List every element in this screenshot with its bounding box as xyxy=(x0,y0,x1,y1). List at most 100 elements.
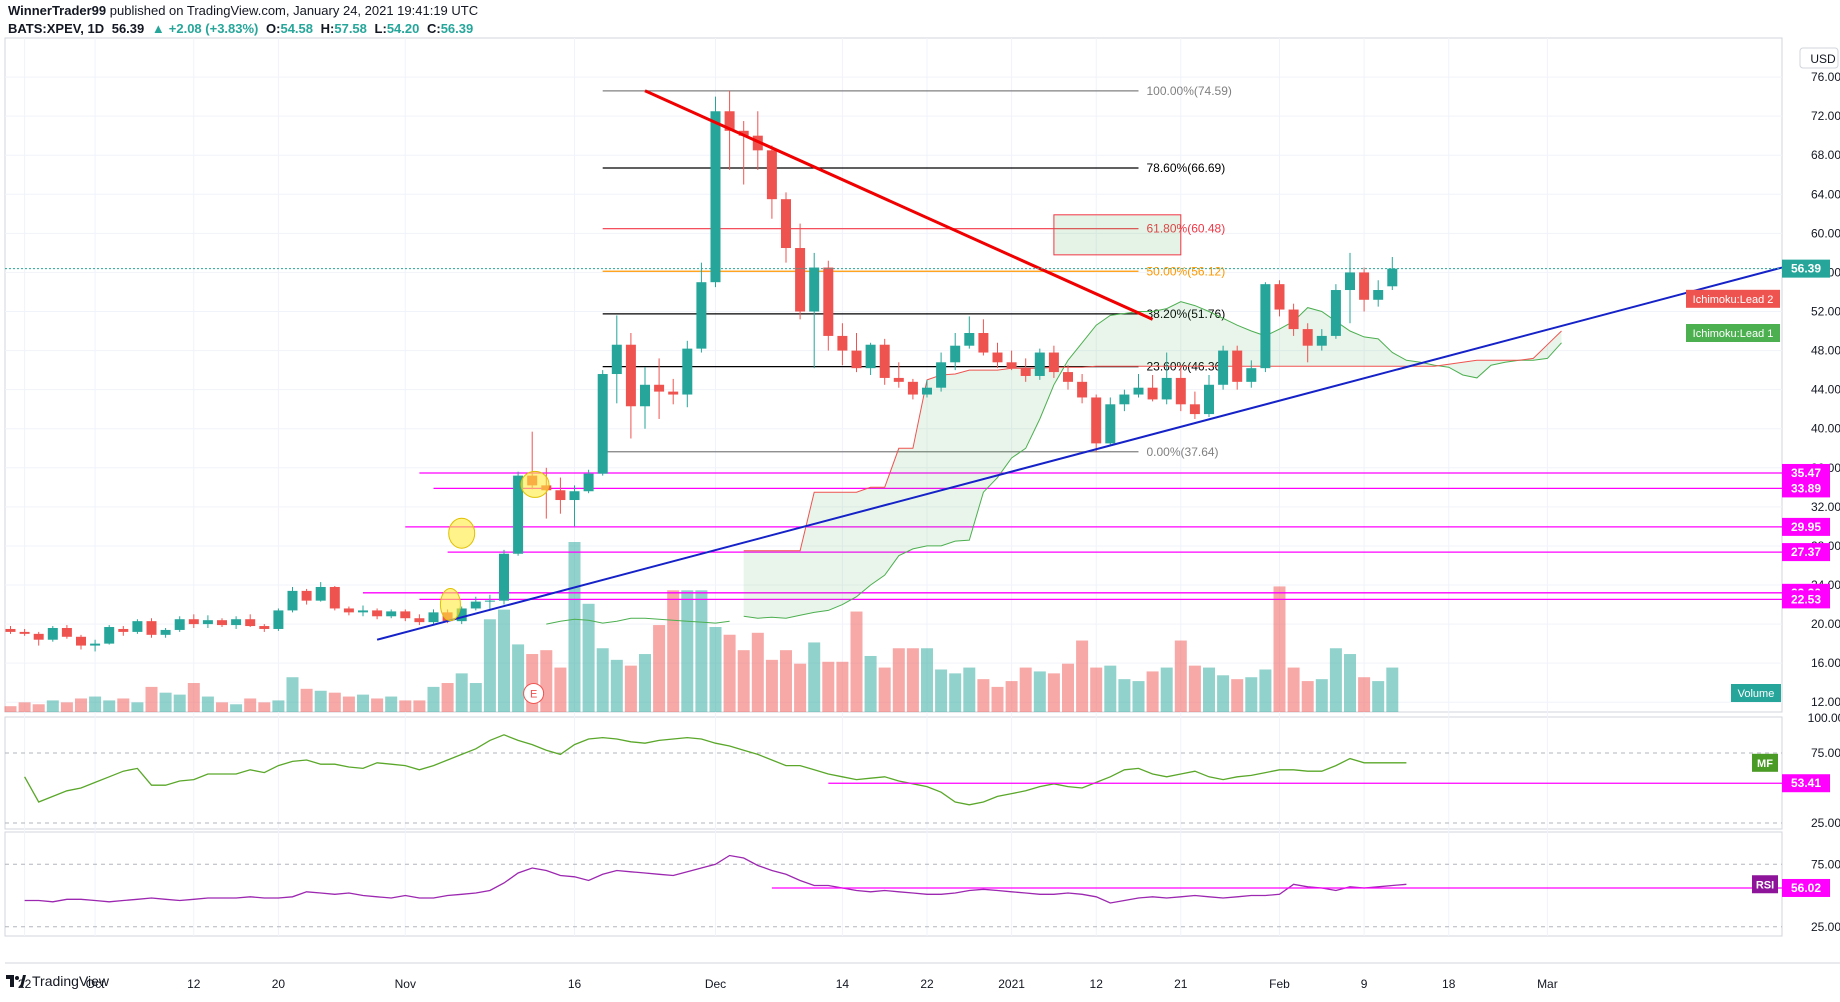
volume-bar xyxy=(60,702,73,712)
candle-body xyxy=(400,611,411,619)
candle-body xyxy=(231,619,242,626)
rsi-tick-label: 25.00 xyxy=(1811,920,1840,934)
level-price-badge xyxy=(1782,479,1830,498)
x-tick-label: 2021 xyxy=(998,977,1025,991)
volume-bar xyxy=(1358,677,1371,712)
candle-body xyxy=(1260,284,1271,369)
volume-bar xyxy=(878,667,891,712)
candle-body xyxy=(710,111,721,283)
volume-bar xyxy=(1090,667,1103,712)
volume-bar xyxy=(723,634,736,712)
volume-bar xyxy=(1231,679,1244,712)
candle-body xyxy=(682,348,693,395)
candle-body xyxy=(1175,377,1186,405)
last-price: 56.39 xyxy=(111,21,145,36)
highlight-marker xyxy=(439,588,461,622)
rsi-tick-label: 75.00 xyxy=(1811,857,1840,871)
volume-bar xyxy=(977,679,990,712)
volume-bar xyxy=(1301,681,1314,712)
candle-body xyxy=(865,344,876,369)
mf-legend-badge xyxy=(1752,753,1778,772)
candle-body xyxy=(879,344,890,378)
candle-body xyxy=(146,621,157,635)
level-price-badge xyxy=(1782,590,1830,609)
volume-bar xyxy=(1259,669,1272,712)
candle-body xyxy=(1133,387,1144,395)
volume-bar xyxy=(427,686,440,712)
candle-body xyxy=(738,130,749,136)
candle-body xyxy=(907,381,918,395)
change-value: +2.08 (+3.83%) xyxy=(168,21,259,36)
volume-bar xyxy=(314,690,327,712)
level-price-label: 22.53 xyxy=(1791,592,1821,606)
candle-body xyxy=(90,643,101,646)
volume-bar xyxy=(822,661,835,712)
open-value: 54.58 xyxy=(280,21,314,36)
volume-bar xyxy=(1287,667,1300,712)
volume-bar xyxy=(201,696,214,712)
candle-body xyxy=(781,199,791,249)
high-label: H: xyxy=(320,21,335,36)
volume-bar xyxy=(949,673,962,712)
publish-info: WinnerTrader99 published on TradingView.… xyxy=(8,3,478,18)
volume-bar xyxy=(681,590,694,712)
volume-bar xyxy=(103,700,116,712)
candle-body xyxy=(329,586,340,609)
candle-body xyxy=(217,620,227,626)
price-tick-label: 60.00 xyxy=(1811,226,1840,240)
candle-body xyxy=(1006,362,1017,369)
volume-bar xyxy=(512,644,525,712)
volume-bar xyxy=(1076,640,1089,712)
candle-body xyxy=(1218,350,1229,385)
candle-body xyxy=(343,608,354,613)
candle-body xyxy=(964,332,975,346)
symbol-label: BATS:XPEV, 1D xyxy=(8,21,105,36)
candle-body xyxy=(484,600,495,602)
volume-bar xyxy=(159,692,172,712)
volume-bar xyxy=(540,650,553,712)
candle-body xyxy=(386,611,397,617)
close-value: 56.39 xyxy=(440,21,474,36)
candle-body xyxy=(19,631,30,634)
x-tick-label: 21 xyxy=(1174,977,1188,991)
tradingview-logo: TradingView xyxy=(6,973,109,989)
currency-button[interactable] xyxy=(1799,47,1839,69)
candle-body xyxy=(597,374,608,474)
volume-legend-badge xyxy=(1731,684,1781,702)
candle-body xyxy=(1077,381,1088,398)
volume-bar xyxy=(1188,665,1201,712)
volume-bar xyxy=(695,590,708,712)
ascending-trendline xyxy=(376,266,1783,641)
candle-body xyxy=(992,352,1003,363)
volume-bar xyxy=(1132,681,1145,712)
candle-body xyxy=(851,350,862,369)
volume-bar xyxy=(455,673,468,712)
mf-level-badge xyxy=(1782,774,1830,793)
candle-body xyxy=(1345,272,1355,291)
candle-body xyxy=(118,628,129,632)
volume-bar xyxy=(328,692,341,712)
volume-bar xyxy=(991,686,1004,712)
volume-bar xyxy=(258,702,271,712)
volume-bar xyxy=(1372,681,1385,712)
volume-bar xyxy=(18,702,31,712)
volume-bar xyxy=(780,650,792,712)
candle-body xyxy=(1204,384,1214,415)
candle-body xyxy=(287,590,298,611)
candle-body xyxy=(76,636,86,646)
price-tick-label: 32.00 xyxy=(1811,500,1840,514)
volume-bar xyxy=(765,659,778,712)
low-value: 54.20 xyxy=(386,21,420,36)
volume-bar xyxy=(794,663,807,712)
candle-body xyxy=(1232,350,1243,382)
candle-body xyxy=(950,345,961,363)
volume-bar xyxy=(624,665,637,712)
volume-bar xyxy=(921,648,933,712)
fib-level-label: 50.00%(56.12) xyxy=(1147,264,1226,278)
volume-bar xyxy=(1118,679,1131,712)
volume-bar xyxy=(596,648,609,712)
candle-body xyxy=(174,619,185,630)
highlight-marker xyxy=(448,517,476,549)
candle-body xyxy=(611,344,622,375)
